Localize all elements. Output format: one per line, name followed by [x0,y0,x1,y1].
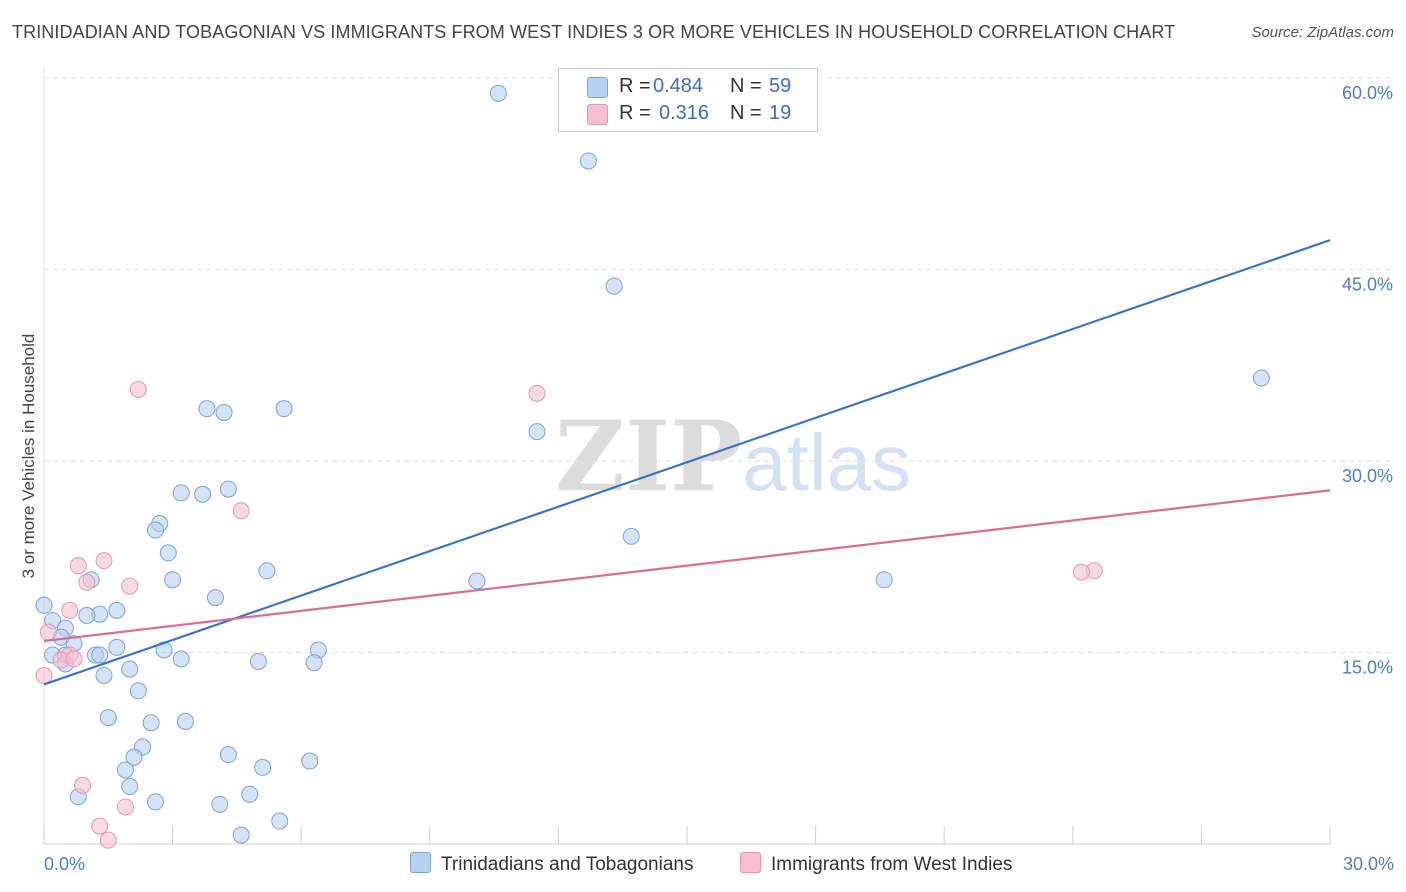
data-point-trinidadians [232,826,250,844]
y-tick-labels: 15.0% 30.0% 45.0% 60.0% [1342,83,1393,678]
data-point-trinidadians [78,606,96,624]
legend-n-value: 59 [769,75,792,97]
data-point-west-indies [65,650,83,668]
data-point-trinidadians [271,812,289,830]
data-point-trinidadians [622,527,640,545]
data-point-trinidadians [121,660,139,678]
y-tick-label: 30.0% [1342,466,1393,486]
legend-n-label: N = [730,102,762,124]
data-point-trinidadians [301,752,319,770]
data-point-trinidadians [489,84,507,102]
data-point-trinidadians [146,793,164,811]
data-point-trinidadians [121,778,139,796]
data-point-trinidadians [172,650,190,668]
trend-line-west-indies [43,489,1331,643]
data-point-trinidadians [146,521,164,539]
legend-r-value: 0.484 [653,75,704,97]
data-point-trinidadians [116,761,134,779]
data-point-trinidadians [468,572,486,590]
bottom-legend-label-trinidadians: Trinidadians and Tobagonians [441,854,694,875]
legend-swatch-blue [587,77,608,98]
data-point-trinidadians [241,785,259,803]
bottom-legend-label-west-indies: Immigrants from West Indies [771,854,1013,875]
x-tick-label-min: 0.0% [44,854,85,874]
gridlines [44,77,1392,653]
data-point-west-indies [99,831,117,849]
x-tick-label-max: 30.0% [1343,854,1394,874]
data-point-west-indies [78,573,96,591]
data-point-trinidadians [35,596,53,614]
data-point-trinidadians [91,646,109,664]
data-point-trinidadians [172,484,190,502]
legend-r-label: R = [619,75,651,97]
data-point-trinidadians [875,571,893,589]
y-tick-label: 45.0% [1342,275,1393,295]
data-point-trinidadians [219,746,237,764]
data-point-trinidadians [95,666,113,684]
data-point-trinidadians [129,682,147,700]
data-point-trinidadians [108,638,126,656]
data-point-west-indies [1072,563,1090,581]
data-point-trinidadians [142,714,160,732]
data-point-west-indies [35,666,53,684]
data-point-trinidadians [176,712,194,730]
data-point-trinidadians [194,485,212,503]
data-point-trinidadians [159,544,177,562]
data-point-trinidadians [528,423,546,441]
data-point-trinidadians [164,571,182,589]
bottom-legend-west-indies: Immigrants from West Indies [740,852,1012,876]
data-point-west-indies [61,601,79,619]
data-point-west-indies [528,384,546,402]
data-point-trinidadians [305,654,323,672]
data-point-trinidadians [605,277,623,295]
data-point-trinidadians [206,589,224,607]
y-tick-label: 60.0% [1342,83,1393,103]
data-point-west-indies [129,381,147,399]
data-point-trinidadians [99,709,117,727]
data-point-trinidadians [211,795,229,813]
data-point-west-indies [39,623,57,641]
data-point-trinidadians [215,403,233,421]
data-point-west-indies [121,577,139,595]
data-point-west-indies [116,798,134,816]
legend-n-label: N = [730,75,762,97]
data-point-west-indies [232,502,250,520]
data-point-trinidadians [108,601,126,619]
data-point-west-indies [74,776,92,794]
data-point-trinidadians [254,758,272,776]
legend-r-label: R = [619,102,651,124]
legend-r-value: 0.316 [659,102,710,124]
data-point-trinidadians [258,562,276,580]
data-point-trinidadians [198,400,216,418]
bottom-legend-trinidadians: Trinidadians and Tobagonians [410,852,693,876]
series-west-indies-points [35,381,1103,849]
y-tick-label: 15.0% [1342,658,1393,678]
y-axis-label: 3 or more Vehicles in Household [19,334,38,579]
data-point-trinidadians [249,652,267,670]
data-point-west-indies [69,557,87,575]
legend-n-value: 19 [769,102,792,124]
legend-swatch-pink [587,104,608,125]
trend-line-trinidadians [43,239,1331,686]
bottom-legend-swatch-blue [410,852,431,873]
data-point-trinidadians [125,748,143,766]
data-point-west-indies [95,552,113,570]
chart-title: TRINIDADIAN AND TOBAGONIAN VS IMMIGRANTS… [12,22,1176,42]
x-ticks [43,826,1331,844]
data-point-west-indies [91,817,109,835]
correlation-legend: R = 0.484 N = 59 R = 0.316 N = 19 [558,68,818,132]
source-label: Source: ZipAtlas.com [1251,24,1394,41]
data-point-trinidadians [1252,369,1270,387]
data-point-trinidadians [219,480,237,498]
data-point-trinidadians [579,152,597,170]
series-trinidadians-points [35,84,1270,844]
data-point-trinidadians [275,400,293,418]
bottom-legend-swatch-pink [740,852,761,873]
